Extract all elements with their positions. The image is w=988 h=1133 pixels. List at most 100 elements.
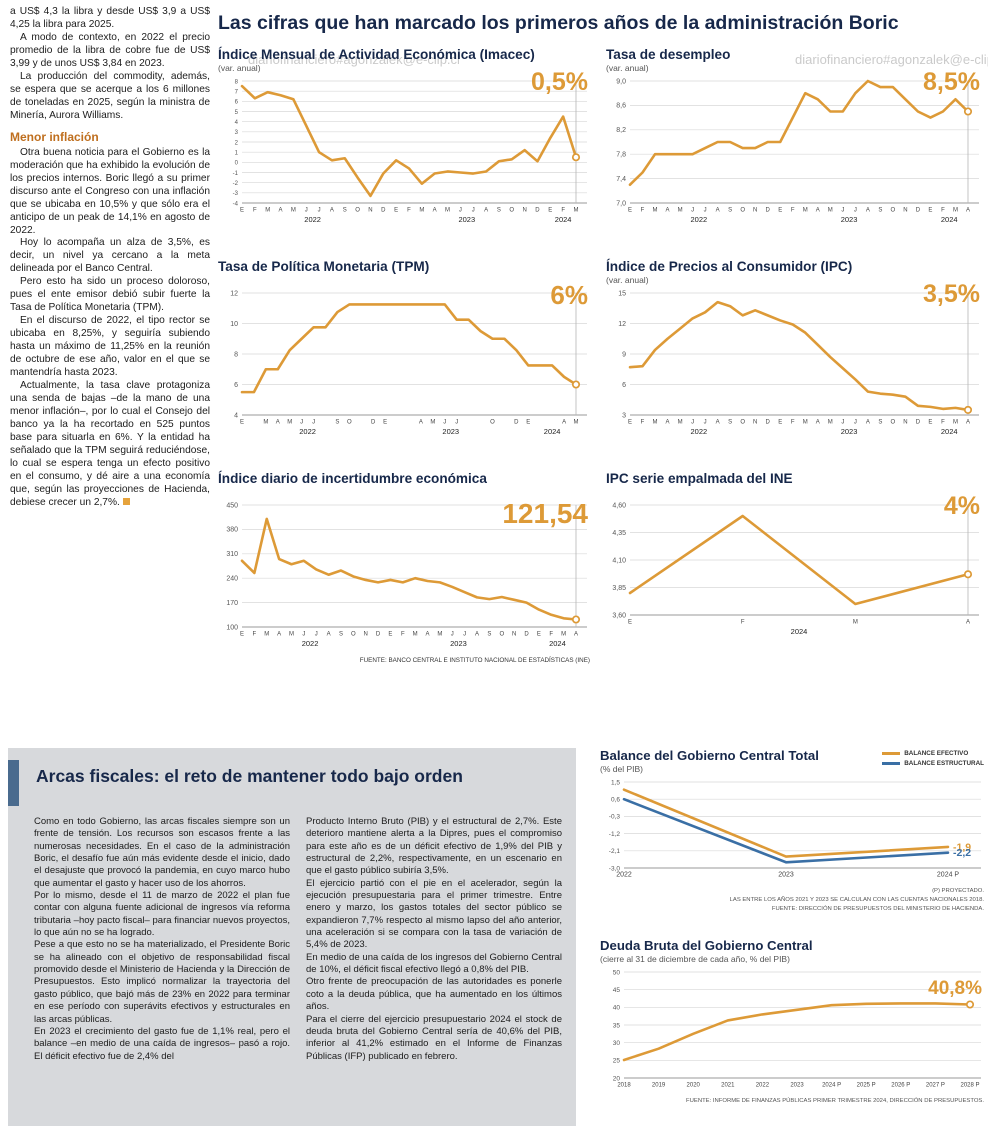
svg-text:N: N xyxy=(753,208,757,214)
svg-text:7,8: 7,8 xyxy=(616,152,626,159)
svg-text:J: J xyxy=(841,420,844,426)
latest-value-label: 40,8% xyxy=(928,978,982,999)
svg-text:2023: 2023 xyxy=(778,872,794,879)
svg-text:A: A xyxy=(666,420,670,426)
chart-subtitle: (var. anual) xyxy=(218,63,261,74)
chart-title: Índice de Precios al Consumidor (IPC) xyxy=(606,259,853,274)
svg-text:O: O xyxy=(891,208,896,214)
chart-legend: BALANCE EFECTIVO BALANCE ESTRUCTURAL xyxy=(882,750,984,770)
svg-text:2024: 2024 xyxy=(544,427,561,436)
svg-text:3,85: 3,85 xyxy=(612,585,626,592)
chart-title: Deuda Bruta del Gobierno Central xyxy=(600,938,813,953)
svg-text:J: J xyxy=(302,632,305,638)
svg-text:S: S xyxy=(878,420,882,426)
svg-text:M: M xyxy=(445,208,450,214)
tpm-chart: Tasa de Política Monetaria (TPM) 6% 12 10… xyxy=(218,259,590,440)
svg-text:M: M xyxy=(287,420,292,426)
svg-text:S: S xyxy=(497,208,501,214)
svg-text:2023: 2023 xyxy=(790,1083,804,1089)
article-paragraph: Otra buena noticia para el Gobierno es l… xyxy=(10,146,210,236)
balance-chart: Balance del Gobierno Central Total (% de… xyxy=(600,748,984,914)
svg-text:2027 P: 2027 P xyxy=(926,1083,945,1089)
svg-text:9: 9 xyxy=(622,352,626,359)
article-paragraph: A modo de contexto, en 2022 el precio pr… xyxy=(10,31,210,69)
legend-swatch-estructural xyxy=(882,762,901,765)
svg-text:380: 380 xyxy=(226,527,238,534)
source-note: FUENTE: BANCO CENTRAL E INSTITUTO NACION… xyxy=(359,657,590,664)
svg-text:2: 2 xyxy=(235,141,239,147)
unemployment-chart: Tasa de desempleo (var. anual) 8,5% 9,0 8… xyxy=(606,47,982,228)
svg-text:E: E xyxy=(383,420,387,426)
svg-text:2024 P: 2024 P xyxy=(822,1083,841,1089)
svg-text:S: S xyxy=(335,420,339,426)
svg-text:D: D xyxy=(766,420,771,426)
svg-text:8: 8 xyxy=(234,352,238,359)
svg-text:E: E xyxy=(240,420,244,426)
svg-text:M: M xyxy=(678,420,683,426)
svg-text:F: F xyxy=(407,208,411,214)
svg-text:-1: -1 xyxy=(233,171,239,177)
watermark: diariofinanciero#agonzalek@e-clip.cl xyxy=(795,52,988,67)
chart-title: Tasa de desempleo xyxy=(606,47,731,62)
svg-text:E: E xyxy=(778,420,782,426)
svg-text:E: E xyxy=(537,632,541,638)
latest-value-label: 8,5% xyxy=(923,68,980,96)
svg-text:D: D xyxy=(535,208,540,214)
svg-text:E: E xyxy=(628,208,632,214)
latest-value-label: 121,54 xyxy=(502,498,588,529)
svg-text:0: 0 xyxy=(235,161,239,167)
article-paragraph: Producto Interno Bruto (PIB) y el estruc… xyxy=(306,816,562,877)
svg-text:S: S xyxy=(728,208,732,214)
svg-text:M: M xyxy=(678,208,683,214)
fiscal-panel: Arcas fiscales: el reto de mantener todo… xyxy=(8,748,576,1126)
svg-text:A: A xyxy=(426,632,430,638)
svg-text:O: O xyxy=(499,632,504,638)
ipc-chart: Índice de Precios al Consumidor (IPC) (v… xyxy=(606,259,982,440)
svg-text:F: F xyxy=(741,620,745,626)
svg-text:J: J xyxy=(691,208,694,214)
uncertainty-chart: Índice diario de incertidumbre económica… xyxy=(218,471,590,652)
svg-text:4,10: 4,10 xyxy=(612,558,626,565)
svg-text:J: J xyxy=(443,420,446,426)
svg-text:4: 4 xyxy=(234,413,238,420)
svg-text:2028 P: 2028 P xyxy=(960,1083,979,1089)
svg-text:6: 6 xyxy=(622,382,626,389)
svg-text:N: N xyxy=(512,632,516,638)
svg-text:A: A xyxy=(966,420,970,426)
svg-text:D: D xyxy=(376,632,381,638)
svg-text:O: O xyxy=(740,208,745,214)
chart-notes: (P) PROYECTADO. LAS ENTRE LOS AÑOS 2021 … xyxy=(600,887,984,914)
svg-text:5: 5 xyxy=(235,110,239,116)
svg-text:F: F xyxy=(791,420,795,426)
svg-text:E: E xyxy=(928,420,932,426)
svg-text:2018: 2018 xyxy=(617,1083,631,1089)
latest-value-label: 6% xyxy=(550,280,588,310)
svg-text:M: M xyxy=(265,208,270,214)
svg-text:M: M xyxy=(263,420,268,426)
svg-text:M: M xyxy=(437,632,442,638)
svg-text:2022: 2022 xyxy=(756,1083,770,1089)
svg-text:25: 25 xyxy=(613,1058,621,1065)
svg-text:2022: 2022 xyxy=(691,215,708,224)
svg-text:M: M xyxy=(803,420,808,426)
svg-text:2023: 2023 xyxy=(450,639,467,648)
fiscal-column-1: Como en todo Gobierno, las arcas fiscale… xyxy=(34,816,290,1063)
svg-text:M: M xyxy=(653,420,658,426)
svg-text:F: F xyxy=(561,208,565,214)
svg-text:A: A xyxy=(562,420,566,426)
svg-text:450: 450 xyxy=(226,503,238,510)
svg-text:O: O xyxy=(355,208,360,214)
svg-text:O: O xyxy=(509,208,514,214)
svg-text:-1,9: -1,9 xyxy=(953,841,971,853)
article-paragraph: Como en todo Gobierno, las arcas fiscale… xyxy=(34,816,290,889)
svg-text:M: M xyxy=(413,632,418,638)
svg-text:A: A xyxy=(574,632,578,638)
svg-text:O: O xyxy=(490,420,495,426)
svg-text:N: N xyxy=(753,420,757,426)
svg-text:N: N xyxy=(903,420,907,426)
svg-text:D: D xyxy=(371,420,376,426)
svg-text:J: J xyxy=(451,632,454,638)
svg-text:2022: 2022 xyxy=(616,872,632,879)
